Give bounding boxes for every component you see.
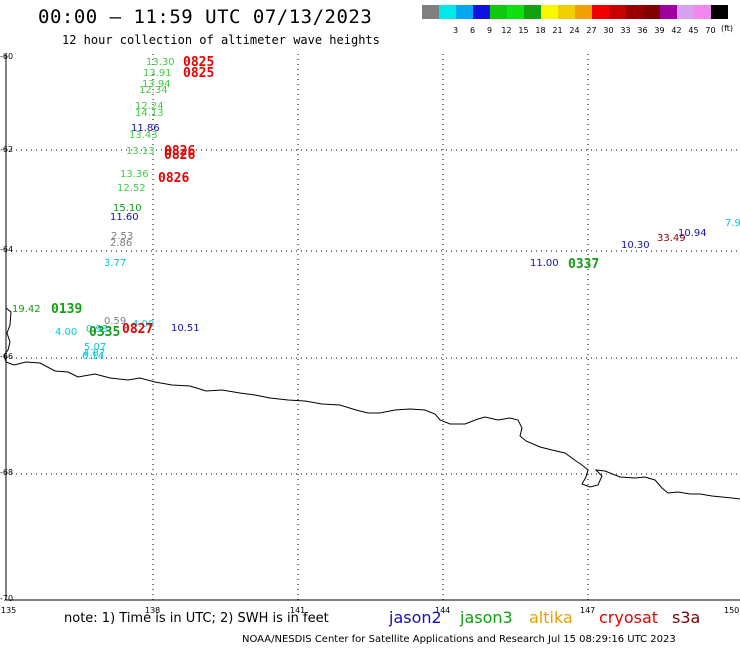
satellite-s3a: s3a <box>672 608 701 627</box>
legend-swatch <box>473 5 490 19</box>
wave-height-label: 13.94 <box>142 79 171 90</box>
wave-height-label: 13.91 <box>143 68 172 79</box>
legend-label: 30 <box>603 26 614 35</box>
legend-unit: (ft) <box>721 24 734 33</box>
satellite-jason3: jason3 <box>460 608 513 627</box>
wave-height-label: 10.94 <box>678 228 707 239</box>
legend-swatch <box>541 5 558 19</box>
legend-swatch <box>592 5 609 19</box>
wave-height-label: 2.53 <box>111 231 134 242</box>
pass-time-label: 0337 <box>568 257 600 272</box>
legend-label: 45 <box>688 26 699 35</box>
lon-label: 150 <box>724 606 740 615</box>
pass-time-label: 0826 <box>164 144 196 159</box>
lon-label: 138 <box>145 606 161 615</box>
wave-height-label: 12.24 <box>135 101 164 112</box>
pass-time-label: 0825 <box>183 55 215 70</box>
wave-height-label: 4.00 <box>55 327 78 338</box>
pass-time-label: 0826 <box>164 148 196 163</box>
legend-swatch <box>643 5 660 19</box>
graticule <box>6 54 740 600</box>
wave-height-label: 11.00 <box>530 258 559 269</box>
wave-height-label: 12.52 <box>117 183 146 194</box>
units-note: note: 1) Time is in UTC; 2) SWH is in fe… <box>64 611 329 626</box>
wave-height-label: 11.60 <box>110 212 139 223</box>
wave-height-label: 5.07 <box>84 342 107 353</box>
page-title: 00:00 – 11:59 UTC 07/13/2023 <box>38 6 373 28</box>
legend-swatch <box>711 5 728 19</box>
legend-swatch <box>660 5 677 19</box>
legend-swatch <box>490 5 507 19</box>
wave-height-label: 13.43 <box>129 130 158 141</box>
legend-swatch <box>626 5 643 19</box>
lon-label: 135 <box>1 606 17 615</box>
wave-height-label: 10.51 <box>171 323 200 334</box>
lat-label: -64 <box>0 245 14 254</box>
legend-label: 33 <box>620 26 631 35</box>
pass-time-label: 0827 <box>122 322 154 337</box>
legend-label: 12 <box>501 26 512 35</box>
pass-time-label: 0825 <box>183 66 215 81</box>
lat-label: -66 <box>0 352 14 361</box>
legend-label: 9 <box>486 26 493 35</box>
wave-height-label: 11.86 <box>131 123 160 134</box>
legend-swatch <box>609 5 626 19</box>
legend-swatch <box>694 5 711 19</box>
legend-label: 27 <box>586 26 597 35</box>
legend-swatch <box>507 5 524 19</box>
wave-height-label: 13.36 <box>120 169 149 180</box>
legend-swatch <box>439 5 456 19</box>
satellite-altika: altika <box>529 608 573 627</box>
page-subtitle: 12 hour collection of altimeter wave hei… <box>62 33 380 47</box>
legend-swatch <box>422 5 439 19</box>
legend-label: 3 <box>452 26 459 35</box>
wave-height-label: 4.00 <box>132 319 155 330</box>
satellite-cryosat: cryosat <box>599 608 659 627</box>
credit-line: NOAA/NESDIS Center for Satellite Applica… <box>242 634 676 645</box>
legend-swatch <box>456 5 473 19</box>
legend-label: 39 <box>654 26 665 35</box>
legend-label: 42 <box>671 26 682 35</box>
wave-height-label: 0.59 <box>104 316 127 327</box>
lat-label: -70 <box>0 594 14 603</box>
legend-swatch <box>558 5 575 19</box>
lon-label: 144 <box>435 606 451 615</box>
antarctic-coastline <box>3 307 740 500</box>
wave-height-label: 13.30 <box>146 57 175 68</box>
wave-height-label: 3.77 <box>104 258 127 269</box>
map-border <box>5 54 740 601</box>
lat-label: -68 <box>0 468 14 477</box>
legend-label: 21 <box>552 26 563 35</box>
wave-height-label: 7.9 <box>725 218 740 229</box>
lon-label: 147 <box>580 606 596 615</box>
wave-height-label: 6.14 <box>82 351 105 362</box>
pass-time-label: 0826 <box>158 171 190 186</box>
wave-height-label: 19.42 <box>12 304 41 315</box>
wave-height-label: 14.13 <box>135 108 164 119</box>
legend-swatch <box>677 5 694 19</box>
legend-label: 15 <box>518 26 529 35</box>
legend-label: 70 <box>705 26 716 35</box>
legend-swatch <box>575 5 592 19</box>
wave-height-label: 2.86 <box>110 238 133 249</box>
wave-height-label: 33.49 <box>657 233 686 244</box>
pass-time-label: 0335 <box>89 325 121 340</box>
legend-label: 6 <box>469 26 476 35</box>
wave-height-label: 15.10 <box>113 203 142 214</box>
legend-label: 24 <box>569 26 580 35</box>
pass-time-label: 0139 <box>51 302 83 317</box>
legend-label: 36 <box>637 26 648 35</box>
legend-label: 18 <box>535 26 546 35</box>
legend-swatch <box>524 5 541 19</box>
lat-label: -60 <box>0 52 14 61</box>
satellite-jason2: jason2 <box>389 608 442 627</box>
wave-height-label: 12.34 <box>139 85 168 96</box>
lat-label: -62 <box>0 145 14 154</box>
wave-height-label: 10.30 <box>621 240 650 251</box>
wave-height-label: 0.93 <box>86 324 109 335</box>
wave-height-label: 4.87 <box>83 348 106 359</box>
lon-label: 141 <box>290 606 306 615</box>
wave-height-label: 13.13 <box>126 146 155 157</box>
